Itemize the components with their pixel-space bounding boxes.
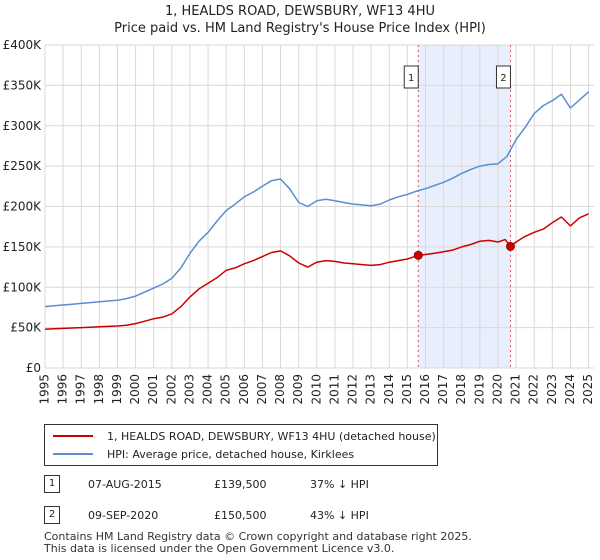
x-tick-label: 2013 (364, 374, 378, 405)
footer-line-2: This data is licensed under the Open Gov… (44, 542, 395, 555)
sale-hpi-diff: 37% ↓ HPI (310, 478, 369, 491)
x-tick-label: 2025 (581, 374, 595, 405)
x-tick-label: 2018 (454, 374, 468, 405)
y-tick-label: £150K (3, 240, 43, 254)
x-tick-label: 2007 (255, 374, 269, 405)
x-tick-label: 2010 (309, 374, 323, 405)
legend-label-hpi: HPI: Average price, detached house, Kirk… (107, 447, 355, 461)
x-tick-label: 2011 (327, 374, 341, 405)
x-tick-label: 2000 (128, 374, 142, 405)
x-tick-label: 2004 (201, 374, 215, 405)
x-tick-label: 2015 (400, 374, 414, 405)
legend-item-hpi: HPI: Average price, detached house, Kirk… (53, 446, 354, 462)
x-tick-label: 2014 (382, 374, 396, 405)
legend-item-property: 1, HEALDS ROAD, DEWSBURY, WF13 4HU (deta… (53, 428, 436, 444)
series-line-hpi (44, 91, 590, 308)
x-tick-label: 2009 (291, 374, 305, 405)
marker-box (403, 65, 419, 89)
footer: Contains HM Land Registry data © Crown c… (44, 531, 472, 555)
series-line-property (44, 213, 589, 330)
footer-line-1: Contains HM Land Registry data © Crown c… (44, 530, 472, 543)
x-tick-label: 2022 (527, 374, 541, 405)
legend-swatch-hpi (53, 453, 93, 455)
x-tick-label: 2001 (146, 374, 160, 405)
y-tick-label: £400K (3, 38, 43, 52)
chart: 1 2 £0 £50K £100K £150K £200K £250K £300K £350K £4… (3, 38, 595, 405)
y-tick-label: £0 (26, 361, 41, 375)
x-tick-label: 2019 (472, 374, 486, 405)
x-tick-label: 1997 (74, 374, 88, 405)
sale-date: 07-AUG-2015 (88, 478, 162, 491)
x-tick-label: 1999 (110, 374, 124, 405)
x-tick-label: 2006 (237, 374, 251, 405)
x-tick-label: 2023 (545, 374, 559, 405)
y-tick-label: £250K (3, 159, 43, 173)
marker-label: 1 (408, 73, 414, 84)
marker-label: 2 (500, 73, 506, 84)
x-tick-label: 2005 (219, 374, 233, 405)
sale-price: £150,500 (214, 509, 267, 522)
x-tick-label: 1998 (92, 374, 106, 405)
x-tick-label: 1996 (56, 374, 70, 405)
x-tick-label: 2020 (490, 374, 504, 405)
x-tick-label: 2016 (418, 374, 432, 405)
sale-badge: 2 (44, 506, 60, 524)
sale-point (505, 241, 515, 251)
legend: 1, HEALDS ROAD, DEWSBURY, WF13 4HU (deta… (44, 424, 438, 466)
sale-date: 09-SEP-2020 (88, 509, 159, 522)
x-tick-label: 2012 (346, 374, 360, 405)
x-tick-label: 1995 (38, 374, 52, 405)
sale-point (413, 250, 423, 260)
marker-box (495, 65, 511, 89)
chart-title: 1, HEALDS ROAD, DEWSBURY, WF13 4HU (165, 4, 435, 19)
x-tick-label: 2024 (563, 374, 577, 405)
sale-hpi-diff: 43% ↓ HPI (310, 509, 369, 522)
sale-badge: 1 (44, 475, 60, 493)
x-tick-label: 2008 (273, 374, 287, 405)
y-tick-label: £100K (3, 280, 43, 294)
legend-swatch-property (53, 435, 93, 437)
y-tick-label: £200K (3, 200, 43, 214)
x-tick-label: 2003 (182, 374, 196, 405)
sale-price: £139,500 (214, 478, 267, 491)
x-tick-label: 2002 (164, 374, 178, 405)
legend-label-property: 1, HEALDS ROAD, DEWSBURY, WF13 4HU (deta… (107, 429, 436, 443)
y-tick-label: £350K (3, 78, 43, 92)
x-tick-label: 2017 (436, 374, 450, 405)
x-tick-label: 2021 (509, 374, 523, 405)
y-tick-label: £300K (3, 119, 43, 133)
chart-subtitle: Price paid vs. HM Land Registry's House … (114, 21, 486, 36)
y-tick-label: £50K (10, 321, 42, 335)
